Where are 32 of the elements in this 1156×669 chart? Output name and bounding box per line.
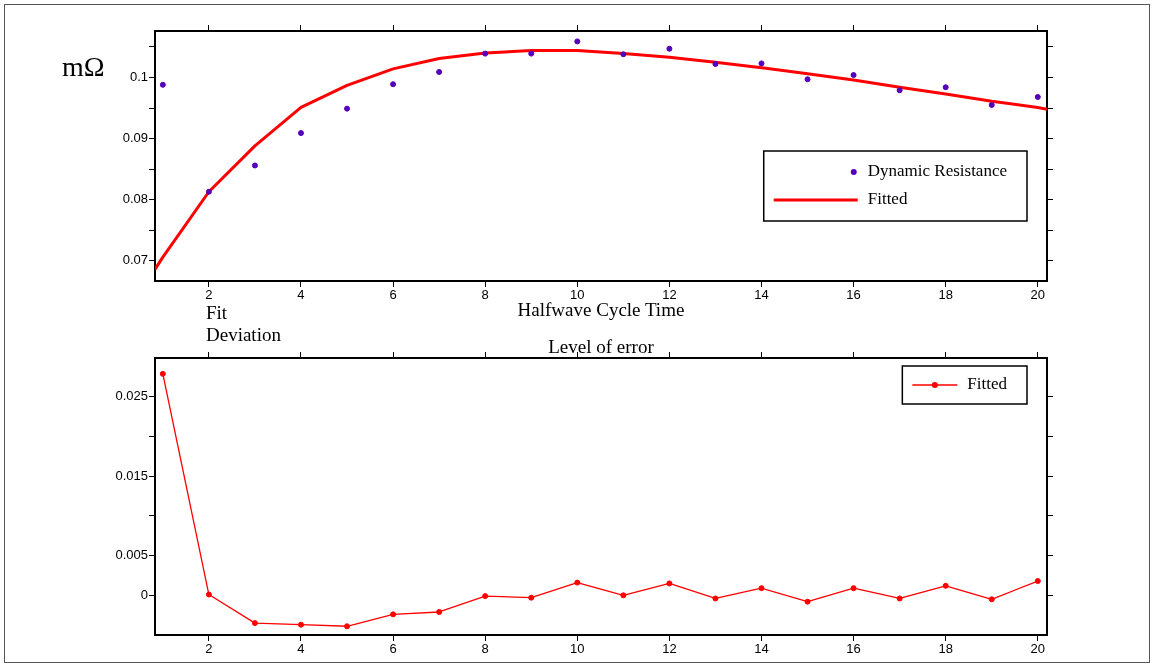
legend-label: Fitted: [867, 189, 908, 209]
y-tick-label: 0.025: [115, 388, 148, 404]
y-tick-label: 0.015: [115, 467, 148, 483]
x-tick-label: 14: [754, 641, 769, 657]
x-tick-label: 18: [938, 287, 953, 303]
x-tick-label: 2: [205, 287, 213, 303]
y-tick-label: 0.09: [122, 130, 148, 146]
x-tick-label: 8: [481, 287, 489, 303]
legend-label: Dynamic Resistance: [867, 161, 1007, 181]
x-tick-label: 6: [389, 287, 397, 303]
x-tick-label: 18: [938, 641, 953, 657]
x-tick-label: 20: [1030, 287, 1046, 303]
chart-title: Level of error: [548, 336, 654, 357]
x-tick-label: 10: [570, 641, 585, 657]
y-tick-label: 0: [140, 586, 148, 602]
x-tick-label: 8: [481, 641, 489, 657]
x-tick-label: 2: [205, 641, 213, 657]
x-tick-label: 16: [846, 641, 861, 657]
x-tick-label: 4: [297, 641, 305, 657]
x-tick-label: 16: [846, 287, 861, 303]
y-tick-label: 0.07: [122, 252, 148, 268]
x-tick-label: 14: [754, 287, 769, 303]
y-tick-label: 0.08: [122, 191, 148, 207]
x-tick-label: 20: [1030, 641, 1046, 657]
x-tick-label: 6: [389, 641, 397, 657]
y-tick-label: 0.005: [115, 547, 148, 563]
x-tick-label: 4: [297, 287, 305, 303]
y-axis-title: mΩ: [62, 51, 105, 83]
legend-label: Fitted: [967, 374, 1008, 394]
y-axis-title: Fit Deviation: [206, 302, 281, 346]
x-tick-label: 12: [662, 641, 677, 657]
y-tick-label: 0.1: [129, 69, 148, 85]
